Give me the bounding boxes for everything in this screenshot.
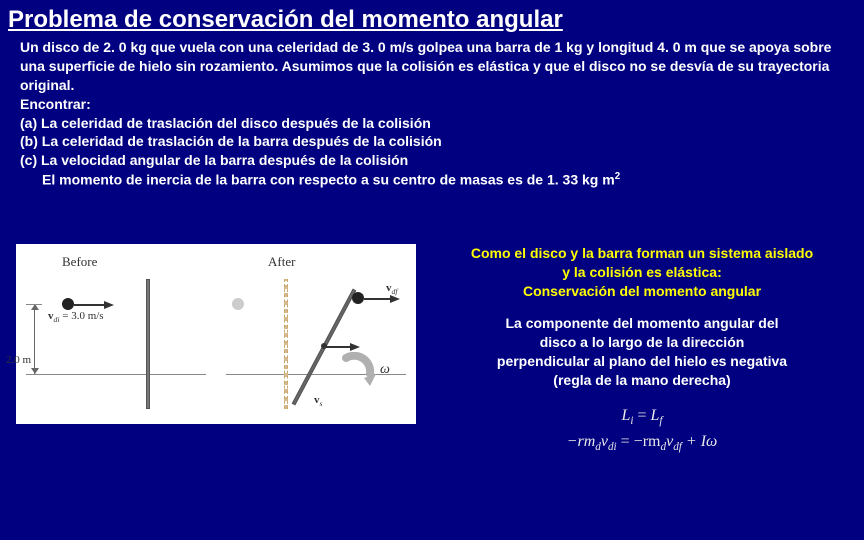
omega-arrow <box>340 352 380 392</box>
dim-top-tick <box>26 304 42 305</box>
vdf-label: vdf <box>386 282 397 296</box>
bar-before <box>146 279 150 409</box>
white-line1: La componente del momento angular del <box>438 314 846 333</box>
disc-ghost <box>232 298 244 310</box>
eq2-a: −rm <box>567 433 596 450</box>
problem-intro: Un disco de 2. 0 kg que vuela con una ce… <box>20 38 844 95</box>
problem-find: Encontrar: <box>20 95 844 114</box>
vdi-label: vdi = 3.0 m/s <box>48 310 104 324</box>
label-before: Before <box>62 254 97 270</box>
eq1-sub2: f <box>659 415 662 427</box>
equation-1: Li = Lf <box>438 404 846 430</box>
equation-block: Li = Lf −rmdvdi = −rmdvdf + Iω <box>438 404 846 456</box>
problem-a: (a) La celeridad de traslación del disco… <box>20 114 844 133</box>
yellow-line2: y la colisión es elástica: <box>438 263 846 282</box>
omega-label: ω <box>380 362 390 378</box>
content-row: Before After vdi = 3.0 m/s 2.0 m <box>0 244 864 456</box>
inertia-exp: 2 <box>615 171 620 182</box>
problem-b: (b) La celeridad de traslación de la bar… <box>20 132 844 151</box>
physics-figure: Before After vdi = 3.0 m/s 2.0 m <box>16 244 416 424</box>
bar-center-dot <box>321 343 327 349</box>
equation-2: −rmdvdi = −rmdvdf + Iω <box>438 430 846 456</box>
white-line2: disco a lo largo de la dirección <box>438 333 846 352</box>
problem-statement: Un disco de 2. 0 kg que vuela con una ce… <box>0 38 864 190</box>
eq2-tail: + Iω <box>682 433 717 450</box>
vdf-sub: df <box>392 287 398 296</box>
bar-dashed-after <box>284 279 288 409</box>
page-title: Problema de conservación del momento ang… <box>0 0 864 38</box>
eq2-s4: df <box>673 441 682 453</box>
eq2-mid: = −rm <box>617 433 661 450</box>
direction-note: La componente del momento angular del di… <box>438 314 846 390</box>
problem-c: (c) La velocidad angular de la barra des… <box>20 151 844 170</box>
white-line4: (regla de la mano derecha) <box>438 371 846 390</box>
eq2-s2: di <box>608 441 617 453</box>
disc-before <box>62 298 74 310</box>
vs-label: vs <box>314 394 323 408</box>
dim-label: 2.0 m <box>6 354 31 366</box>
inertia-text: El momento de inercia de la barra con re… <box>42 172 615 188</box>
label-after: After <box>268 254 295 270</box>
vs-sub: s <box>320 399 323 408</box>
arrow-vdi <box>74 300 114 310</box>
yellow-line1: Como el disco y la barra forman un siste… <box>438 244 846 263</box>
problem-inertia: El momento de inercia de la barra con re… <box>20 170 844 190</box>
conservation-note: Como el disco y la barra forman un siste… <box>438 244 846 301</box>
eq2-v1: v <box>601 433 608 450</box>
eq1-sub1: i <box>630 415 633 427</box>
ref-line-before <box>26 374 206 375</box>
dim-arrow <box>34 304 35 374</box>
white-line3: perpendicular al plano del hielo es nega… <box>438 352 846 371</box>
vdi-val: = 3.0 m/s <box>59 310 103 322</box>
explanation-column: Como el disco y la barra forman un siste… <box>416 244 856 456</box>
yellow-line3: Conservación del momento angular <box>438 282 846 301</box>
arrow-vs <box>326 342 360 352</box>
disc-after <box>352 292 364 304</box>
